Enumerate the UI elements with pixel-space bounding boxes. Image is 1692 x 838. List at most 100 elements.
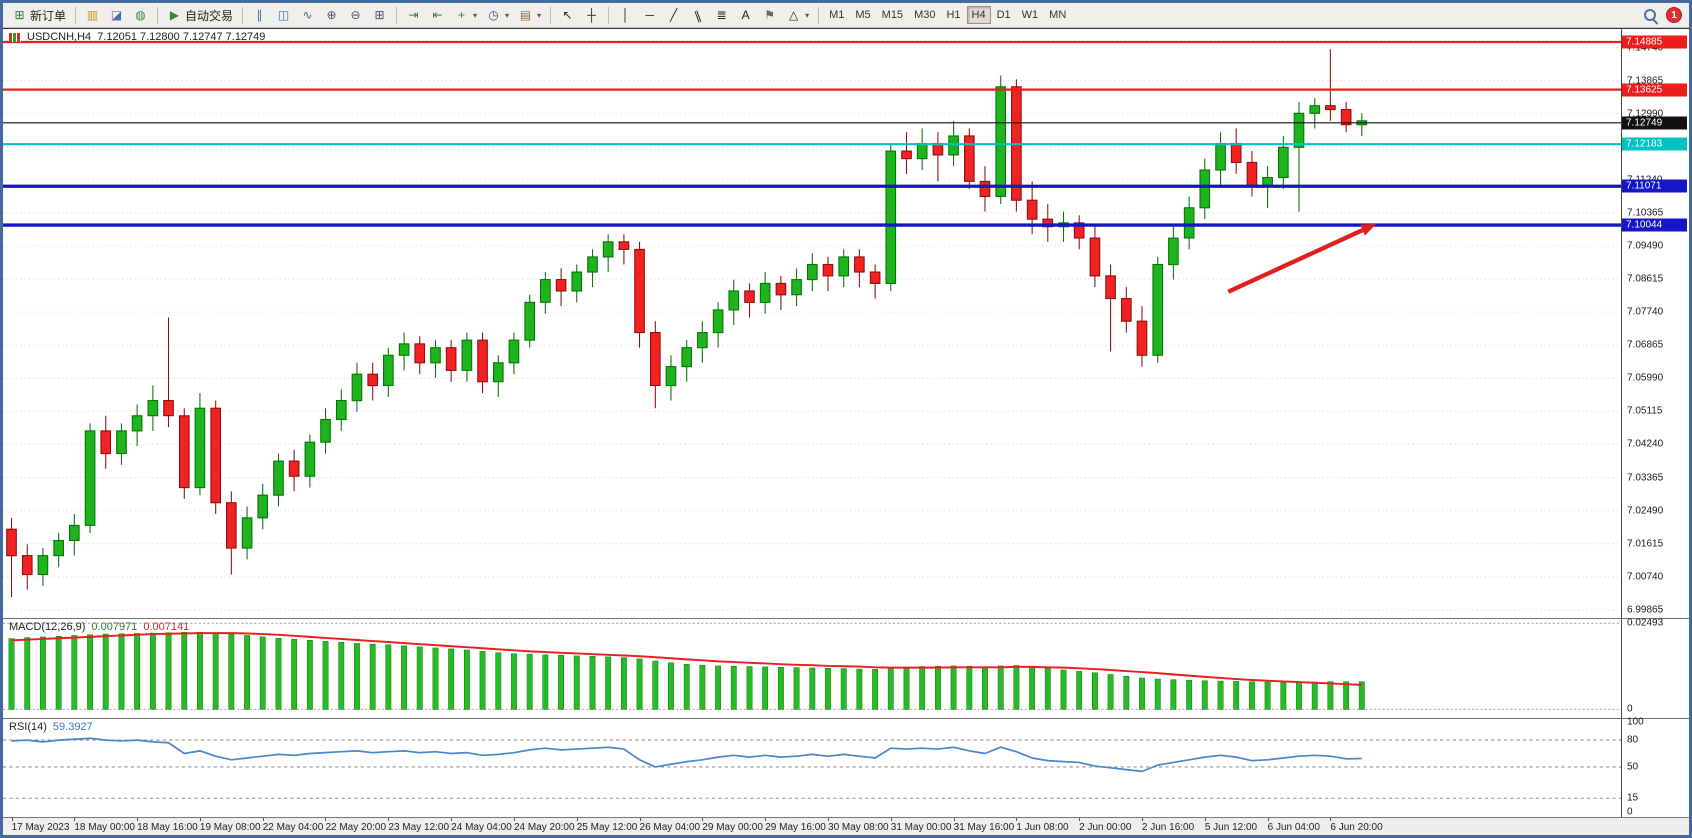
candlestick-chart-button[interactable]: ◫	[272, 5, 295, 25]
rsi-name: RSI(14)	[9, 721, 47, 733]
rsi-indicator-label: RSI(14) 59.3927	[9, 721, 93, 733]
macd-indicator-label: MACD(12,26,9) 0.007971 0.007141	[9, 621, 189, 633]
indicators-button[interactable]: + ▾	[450, 5, 481, 25]
templates-button[interactable]: ▤ ▾	[514, 5, 545, 25]
time-axis-tick	[388, 818, 390, 821]
new-order-button[interactable]: ⊞ 新订单	[8, 5, 70, 25]
chart-shift-button[interactable]: ⇤	[426, 5, 449, 25]
time-axis-label: 24 May 20:00	[513, 822, 575, 833]
text-button[interactable]: A	[734, 5, 757, 25]
toolbar-separator	[157, 6, 159, 24]
bar-chart-button[interactable]: ∥	[248, 5, 271, 25]
time-axis-label: 1 Jun 08:00	[1016, 822, 1069, 833]
chart-area: USDCNH,H4 7.12051 7.12800 7.12747 7.1274…	[3, 28, 1689, 835]
trendline-icon: ╱	[669, 8, 678, 22]
navigator-button[interactable]: ◪	[105, 5, 128, 25]
timeframe-button-H1[interactable]: H1	[941, 6, 965, 24]
indicators-icon: +	[458, 8, 466, 22]
timeframe-button-M5[interactable]: M5	[850, 6, 875, 24]
timeframe-button-MN[interactable]: MN	[1044, 6, 1071, 24]
tile-windows-button[interactable]: ⊞	[368, 5, 391, 25]
market-watch-button[interactable]: ▥	[81, 5, 104, 25]
macd-histogram	[8, 632, 1365, 710]
timeframe-button-M30[interactable]: M30	[909, 6, 940, 24]
price-axis-tick: 7.01615	[1627, 538, 1664, 550]
channel-button[interactable]: ∥	[686, 5, 709, 25]
tile-windows-icon: ⊞	[374, 8, 385, 22]
flag-icon: ⚑	[764, 8, 775, 22]
chevron-down-icon: ▾	[537, 10, 542, 20]
time-axis-tick	[1204, 818, 1206, 821]
macd-axis-tick: 0.02493	[1627, 617, 1664, 629]
price-level-tag: 7.11071	[1622, 179, 1687, 193]
main-toolbar: ⊞ 新订单 ▥ ◪ ◍ ▶ 自动交易 ∥ ◫ ∿ ⊕ ⊖ ⊞ ⇥ ⇤ + ▾ ◷ ▾…	[3, 3, 1689, 28]
toolbar-right-group: 1	[1643, 7, 1684, 23]
rsi-scale[interactable]: 100 80 50 15 0	[1621, 717, 1689, 818]
search-icon[interactable]	[1643, 8, 1658, 23]
time-axis-tick	[325, 818, 327, 821]
channel-icon: ∥	[692, 7, 703, 23]
zoom-in-button[interactable]: ⊕	[320, 5, 343, 25]
notification-badge[interactable]: 1	[1666, 7, 1682, 23]
timeframe-button-D1[interactable]: D1	[992, 6, 1016, 24]
navigator-icon: ◪	[110, 8, 123, 22]
toolbar-separator	[242, 6, 244, 24]
price-axis-tick: 7.02490	[1627, 505, 1664, 517]
timeframe-button-W1[interactable]: W1	[1017, 6, 1044, 24]
price-scale[interactable]: 7.147407.138657.129907.121157.112407.103…	[1621, 29, 1689, 618]
crosshair-icon: ┼	[587, 8, 596, 22]
price-level-tag: 7.14885	[1622, 35, 1687, 49]
time-axis-label: 2 Jun 16:00	[1141, 822, 1195, 833]
auto-trading-button[interactable]: ▶ 自动交易	[163, 5, 237, 25]
auto-scroll-button[interactable]: ⇥	[402, 5, 425, 25]
label-button[interactable]: ⚑	[758, 5, 781, 25]
price-pane[interactable]: USDCNH,H4 7.12051 7.12800 7.12747 7.1274…	[3, 28, 1689, 618]
horizontal-level-lines	[3, 40, 1621, 227]
macd-pane[interactable]: MACD(12,26,9) 0.007971 0.007141 0.02493 0	[3, 618, 1689, 718]
zoom-out-button[interactable]: ⊖	[344, 5, 367, 25]
rsi-axis-tick: 80	[1627, 734, 1639, 746]
bar-chart-icon: ∥	[256, 8, 263, 22]
time-axis-tick	[1141, 818, 1143, 821]
time-axis-label: 26 May 04:00	[639, 822, 701, 833]
vertical-line-button[interactable]: │	[614, 5, 637, 25]
chart-ohlc-header: USDCNH,H4 7.12051 7.12800 7.12747 7.1274…	[9, 31, 265, 43]
price-level-tag: 7.13625	[1622, 83, 1687, 97]
fibonacci-button[interactable]: ≣	[710, 5, 733, 25]
time-axis-tick	[765, 818, 767, 821]
time-axis-label: 17 May 2023	[11, 822, 70, 833]
price-level-tag: 7.12183	[1622, 137, 1687, 151]
chevron-down-icon: ▾	[505, 10, 510, 20]
periods-button[interactable]: ◷ ▾	[482, 5, 513, 25]
time-axis-tick	[74, 818, 76, 821]
price-axis-tick: 7.06865	[1627, 339, 1664, 351]
rsi-pane[interactable]: RSI(14) 59.3927 100 80 50 15 0	[3, 717, 1689, 818]
trendline-button[interactable]: ╱	[662, 5, 685, 25]
price-axis-tick: 7.10365	[1627, 207, 1664, 219]
shapes-button[interactable]: △ ▾	[782, 5, 813, 25]
cursor-icon: ↖	[562, 8, 573, 22]
time-axis-tick	[576, 818, 578, 821]
horizontal-line-button[interactable]: ─	[638, 5, 661, 25]
timeframe-button-M1[interactable]: M1	[824, 6, 849, 24]
macd-scale[interactable]: 0.02493 0	[1621, 617, 1689, 718]
macd-chart-svg	[3, 622, 1621, 710]
rsi-axis-tick: 0	[1627, 806, 1633, 818]
line-chart-button[interactable]: ∿	[296, 5, 319, 25]
timeframe-button-M15[interactable]: M15	[877, 6, 908, 24]
price-chart-svg	[3, 40, 1621, 611]
price-axis-tick: 7.03365	[1627, 472, 1664, 484]
price-axis-tick: 7.09490	[1627, 240, 1664, 252]
crosshair-button[interactable]: ┼	[580, 5, 603, 25]
time-axis[interactable]: 17 May 2023 18 May 00:00 18 May 16:00 19 Ma…	[3, 817, 1689, 835]
time-axis-tick	[828, 818, 830, 821]
time-axis-label: 23 May 12:00	[388, 822, 450, 833]
terminal-button[interactable]: ◍	[129, 5, 152, 25]
timeframe-button-H4[interactable]: H4	[966, 6, 991, 24]
time-axis-label: 2 Jun 00:00	[1079, 822, 1132, 833]
candles	[6, 49, 1368, 598]
time-axis-tick	[1267, 818, 1269, 821]
cursor-button[interactable]: ↖	[556, 5, 579, 25]
time-axis-label: 6 Jun 04:00	[1267, 822, 1320, 833]
